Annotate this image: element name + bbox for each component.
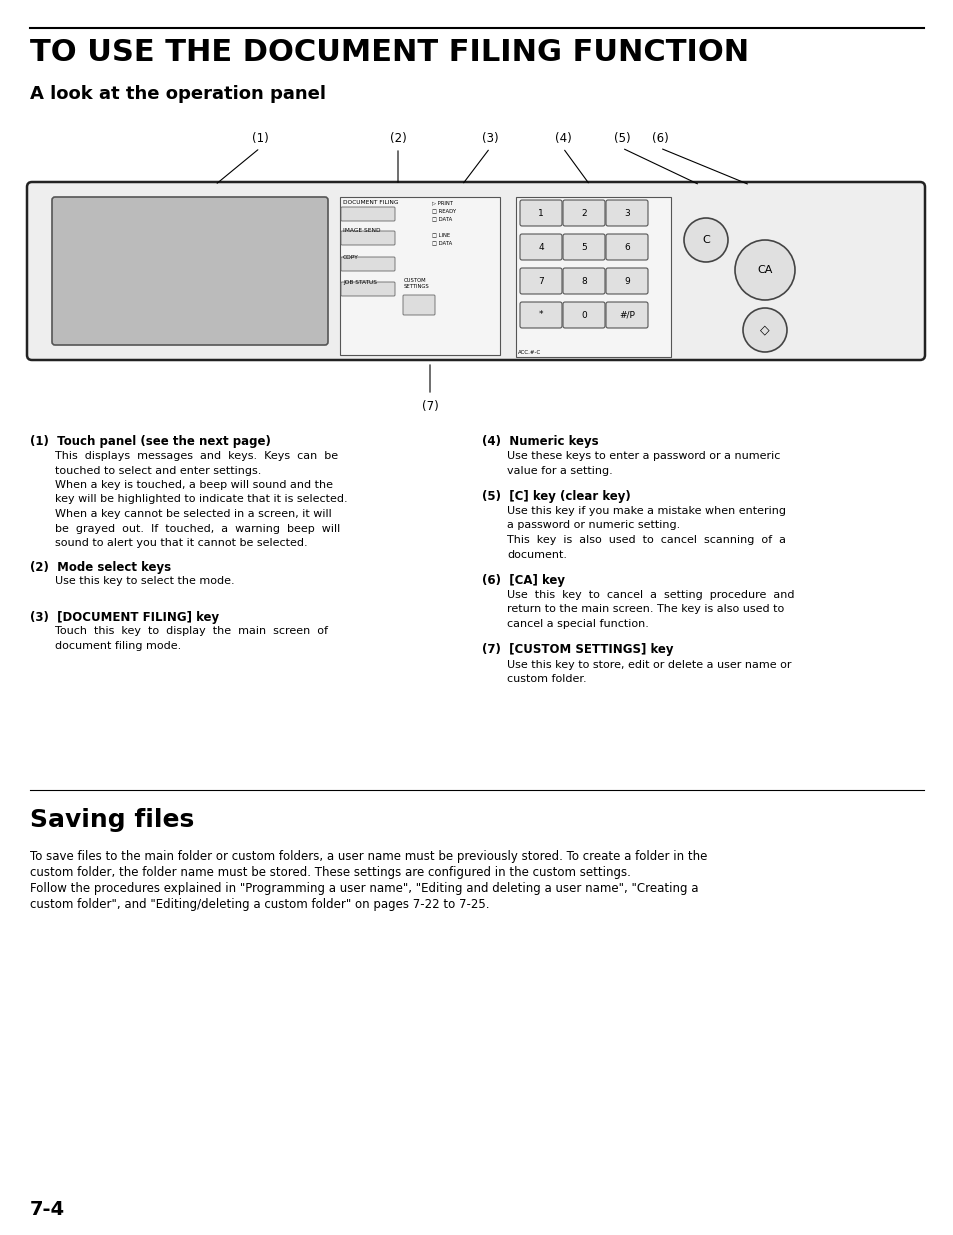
Circle shape [742,308,786,352]
FancyBboxPatch shape [562,233,604,261]
Text: 7-4: 7-4 [30,1200,65,1219]
Text: Use this key if you make a mistake when entering: Use this key if you make a mistake when … [506,506,785,516]
Text: TO USE THE DOCUMENT FILING FUNCTION: TO USE THE DOCUMENT FILING FUNCTION [30,38,748,67]
Text: Use this key to store, edit or delete a user name or: Use this key to store, edit or delete a … [506,659,791,669]
Text: Use  this  key  to  cancel  a  setting  procedure  and: Use this key to cancel a setting procedu… [506,590,794,600]
Text: 4: 4 [537,242,543,252]
Text: COPY: COPY [343,254,358,261]
FancyBboxPatch shape [605,200,647,226]
Text: (1): (1) [252,132,268,144]
Text: IMAGE SEND: IMAGE SEND [343,228,380,233]
FancyBboxPatch shape [519,233,561,261]
Text: C: C [701,235,709,245]
Text: document.: document. [506,550,566,559]
Text: (7): (7) [421,400,438,412]
Text: 7: 7 [537,277,543,285]
FancyBboxPatch shape [340,207,395,221]
Text: key will be highlighted to indicate that it is selected.: key will be highlighted to indicate that… [55,494,347,505]
Text: Follow the procedures explained in "Programming a user name", "Editing and delet: Follow the procedures explained in "Prog… [30,882,698,895]
Text: custom folder.: custom folder. [506,674,586,684]
Text: sound to alert you that it cannot be selected.: sound to alert you that it cannot be sel… [55,538,307,548]
Text: (2)  Mode select keys: (2) Mode select keys [30,561,171,573]
Text: Use this key to select the mode.: Use this key to select the mode. [55,577,234,587]
FancyBboxPatch shape [605,268,647,294]
Text: 0: 0 [580,310,586,320]
FancyBboxPatch shape [519,200,561,226]
Text: ◇: ◇ [760,324,769,336]
Text: (2): (2) [389,132,406,144]
FancyBboxPatch shape [519,303,561,329]
Text: touched to select and enter settings.: touched to select and enter settings. [55,466,261,475]
Text: 1: 1 [537,209,543,217]
Text: □ DATA: □ DATA [432,216,452,221]
Text: (6): (6) [651,132,668,144]
Text: return to the main screen. The key is also used to: return to the main screen. The key is al… [506,604,783,615]
Text: custom folder, the folder name must be stored. These settings are configured in : custom folder, the folder name must be s… [30,866,630,879]
Text: Use these keys to enter a password or a numeric: Use these keys to enter a password or a … [506,451,780,461]
Text: (4)  Numeric keys: (4) Numeric keys [481,435,598,448]
Text: cancel a special function.: cancel a special function. [506,619,648,629]
Text: (6)  [CA] key: (6) [CA] key [481,574,564,587]
Text: 6: 6 [623,242,629,252]
FancyBboxPatch shape [27,182,924,359]
FancyBboxPatch shape [562,200,604,226]
Text: (1)  Touch panel (see the next page): (1) Touch panel (see the next page) [30,435,271,448]
FancyBboxPatch shape [52,198,328,345]
FancyBboxPatch shape [340,257,395,270]
Text: A look at the operation panel: A look at the operation panel [30,85,326,103]
FancyBboxPatch shape [516,198,670,357]
Text: □ READY: □ READY [432,207,456,212]
Text: (4): (4) [554,132,571,144]
Text: CA: CA [757,266,772,275]
Text: DOCUMENT FILING: DOCUMENT FILING [343,200,398,205]
Text: This  key  is  also  used  to  cancel  scanning  of  a: This key is also used to cancel scanning… [506,535,785,545]
Text: (5): (5) [613,132,630,144]
Text: □ LINE: □ LINE [432,232,450,237]
Text: To save files to the main folder or custom folders, a user name must be previous: To save files to the main folder or cust… [30,850,706,863]
Text: Touch  this  key  to  display  the  main  screen  of: Touch this key to display the main scree… [55,626,328,636]
Text: 5: 5 [580,242,586,252]
Text: 9: 9 [623,277,629,285]
Text: 8: 8 [580,277,586,285]
Text: CUSTOM
SETTINGS: CUSTOM SETTINGS [403,278,429,289]
Text: When a key is touched, a beep will sound and the: When a key is touched, a beep will sound… [55,480,333,490]
Text: When a key cannot be selected in a screen, it will: When a key cannot be selected in a scree… [55,509,332,519]
Text: ▷ PRINT: ▷ PRINT [432,200,453,205]
Text: *: * [538,310,542,320]
FancyBboxPatch shape [519,268,561,294]
Text: Saving files: Saving files [30,808,194,832]
Circle shape [734,240,794,300]
Text: #/P: #/P [618,310,635,320]
Text: value for a setting.: value for a setting. [506,466,612,475]
Text: (3)  [DOCUMENT FILING] key: (3) [DOCUMENT FILING] key [30,610,219,624]
FancyBboxPatch shape [339,198,499,354]
Text: a password or numeric setting.: a password or numeric setting. [506,520,679,531]
Text: (5)  [C] key (clear key): (5) [C] key (clear key) [481,490,630,503]
Text: 3: 3 [623,209,629,217]
Text: document filing mode.: document filing mode. [55,641,181,651]
FancyBboxPatch shape [340,282,395,296]
Text: ACC.#-C: ACC.#-C [517,350,540,354]
Circle shape [683,219,727,262]
FancyBboxPatch shape [605,233,647,261]
FancyBboxPatch shape [340,231,395,245]
Text: (7)  [CUSTOM SETTINGS] key: (7) [CUSTOM SETTINGS] key [481,643,673,657]
Text: □ DATA: □ DATA [432,240,452,245]
Text: custom folder", and "Editing/deleting a custom folder" on pages 7-22 to 7-25.: custom folder", and "Editing/deleting a … [30,898,489,911]
FancyBboxPatch shape [402,295,435,315]
FancyBboxPatch shape [562,303,604,329]
Text: be  grayed  out.  If  touched,  a  warning  beep  will: be grayed out. If touched, a warning bee… [55,524,340,534]
Text: (3): (3) [481,132,497,144]
Text: JOB STATUS: JOB STATUS [343,280,376,285]
Text: This  displays  messages  and  keys.  Keys  can  be: This displays messages and keys. Keys ca… [55,451,337,461]
FancyBboxPatch shape [605,303,647,329]
Text: 2: 2 [580,209,586,217]
FancyBboxPatch shape [562,268,604,294]
